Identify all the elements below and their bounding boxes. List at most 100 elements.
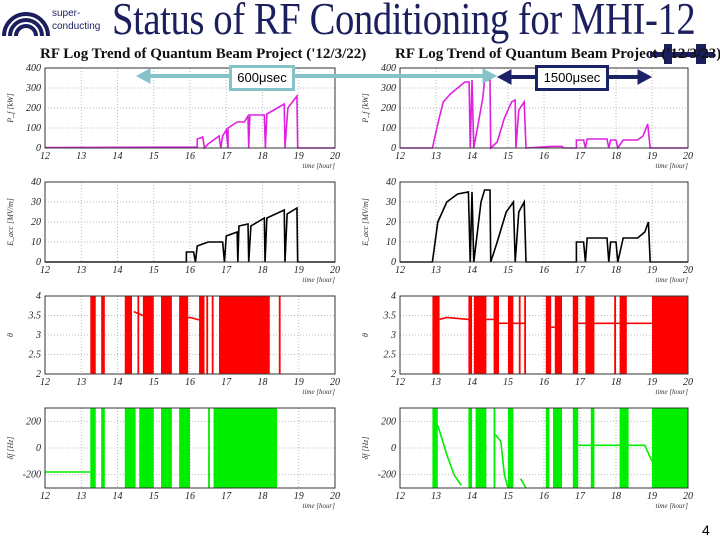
- x-tick-label: 17: [575, 151, 586, 162]
- x-tick-label: 18: [611, 265, 621, 276]
- data-band: [137, 296, 140, 374]
- panel-2: 12 13 14 15 16 17 18 19 20 0 10 20 30 40 time [hour] E_…: [6, 177, 340, 284]
- y-tick-label: 20: [386, 217, 396, 228]
- data-line: [494, 434, 509, 489]
- y-tick-label: 30: [30, 197, 41, 208]
- x-tick-label: 18: [258, 491, 268, 502]
- x-axis-label: time [hour]: [303, 162, 336, 170]
- y-tick-label: 40: [31, 177, 41, 188]
- y-tick-label: 2.5: [29, 350, 42, 361]
- data-band: [572, 296, 579, 374]
- slide-title: Status of RF Conditioning for MHI-12: [112, 0, 696, 44]
- data-band: [652, 408, 688, 488]
- x-tick-label: 18: [258, 377, 268, 388]
- x-tick-label: 16: [185, 151, 195, 162]
- x-tick-label: 14: [113, 265, 123, 276]
- 600us-label: 600μsec: [229, 65, 295, 91]
- data-line: [400, 79, 688, 150]
- data-line: [178, 316, 205, 323]
- data-band: [101, 408, 105, 488]
- x-tick-label: 16: [539, 151, 549, 162]
- 1500us-label: 1500μsec: [535, 65, 609, 91]
- y-tick-label: 0: [391, 257, 396, 268]
- x-tick-label: 15: [149, 151, 159, 162]
- y-tick-label: 300: [25, 83, 41, 94]
- x-tick-label: 14: [113, 491, 123, 502]
- wave-logo-icon: [2, 12, 50, 37]
- y-tick-label: 400: [381, 63, 396, 74]
- x-tick-label: 14: [467, 377, 477, 388]
- y-tick-label: 200: [26, 103, 41, 114]
- data-band: [432, 296, 440, 374]
- data-band: [619, 408, 629, 488]
- data-band: [652, 296, 688, 374]
- logo-text-1: super-: [52, 8, 81, 19]
- x-tick-label: 18: [611, 151, 621, 162]
- x-tick-label: 17: [575, 377, 586, 388]
- y-tick-label: 3: [390, 330, 396, 341]
- y-tick-label: 4: [36, 291, 41, 302]
- x-tick-label: 19: [294, 151, 304, 162]
- data-band: [179, 408, 190, 488]
- y-tick-label: 10: [386, 237, 396, 248]
- y-tick-label: 3: [35, 330, 41, 341]
- x-axis-label: time [hour]: [303, 502, 336, 510]
- plot-frame: [399, 181, 689, 263]
- data-line: [519, 478, 527, 489]
- y-tick-label: 200: [381, 103, 396, 114]
- y-axis-label: P_f [kW]: [6, 93, 15, 124]
- panel-4: 12 13 14 15 16 17 18 19 20 2 2.5 3 3.5 4 time [hour] θ: [6, 291, 340, 396]
- y-tick-label: 0: [36, 443, 41, 454]
- plot-frame: [399, 407, 689, 489]
- x-tick-label: 16: [539, 491, 549, 502]
- x-tick-label: 17: [221, 491, 232, 502]
- x-tick-label: 16: [185, 491, 195, 502]
- data-band: [585, 296, 595, 374]
- x-tick-label: 13: [76, 377, 86, 388]
- x-tick-label: 13: [431, 377, 441, 388]
- x-tick-label: 20: [330, 377, 340, 388]
- x-tick-label: 17: [575, 265, 586, 276]
- data-band: [590, 408, 595, 488]
- x-tick-label: 15: [149, 377, 159, 388]
- data-band: [124, 296, 132, 374]
- y-tick-label: 40: [386, 177, 396, 188]
- x-tick-label: 13: [431, 491, 441, 502]
- x-tick-label: 15: [149, 491, 159, 502]
- data-band: [208, 408, 210, 488]
- data-band: [545, 408, 550, 488]
- panel-5: 12 13 14 15 16 17 18 19 20 2 2.5 3 3.5 4 time [hour] θ: [361, 291, 693, 396]
- y-tick-label: 400: [26, 63, 41, 74]
- x-tick-label: 17: [221, 377, 232, 388]
- y-tick-label: 30: [385, 197, 396, 208]
- x-tick-label: 19: [647, 377, 657, 388]
- data-band: [161, 408, 172, 488]
- x-tick-label: 17: [221, 265, 232, 276]
- data-band: [206, 296, 209, 374]
- y-axis-label: θ: [6, 333, 15, 337]
- y-tick-label: 300: [380, 83, 396, 94]
- right-subtitle: RF Log Trend of Quantum Beam Project ('1…: [395, 46, 720, 62]
- plot-frame: [44, 67, 336, 149]
- plot-frame: [399, 295, 689, 375]
- x-tick-label: 12: [40, 377, 50, 388]
- data-band: [213, 408, 277, 488]
- x-axis-label: time [hour]: [656, 162, 689, 170]
- data-band: [468, 408, 472, 488]
- data-band: [475, 408, 487, 488]
- data-band: [493, 408, 496, 488]
- y-axis-label: δf [Hz]: [361, 436, 370, 459]
- data-band: [90, 296, 96, 374]
- x-tick-label: 15: [503, 377, 513, 388]
- data-band: [199, 296, 205, 374]
- data-band: [468, 296, 472, 374]
- x-tick-label: 20: [683, 265, 693, 276]
- x-tick-label: 14: [113, 377, 123, 388]
- y-tick-label: 20: [31, 217, 41, 228]
- data-band: [508, 296, 514, 374]
- y-tick-label: 0: [391, 143, 396, 154]
- x-tick-label: 18: [611, 491, 621, 502]
